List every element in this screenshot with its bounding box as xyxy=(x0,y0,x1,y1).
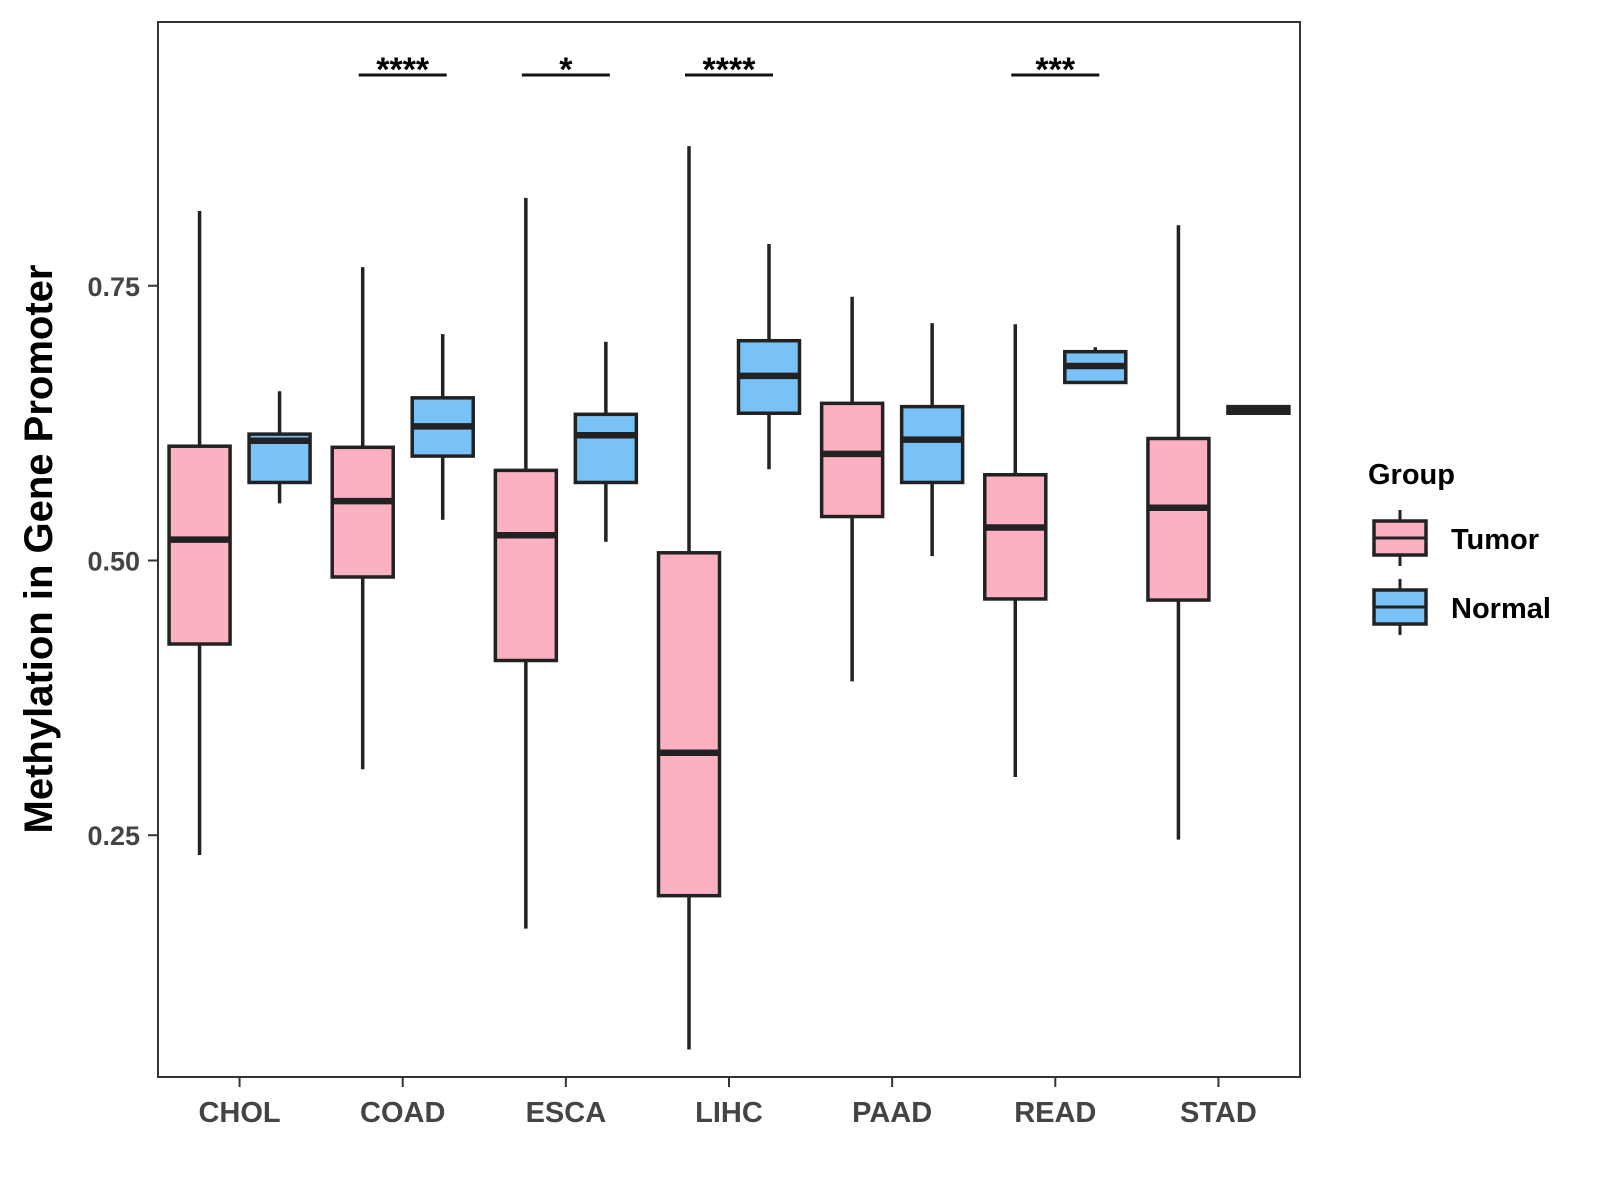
x-tick-label-esca: ESCA xyxy=(526,1097,607,1129)
y-axis-title: Methylation in Gene Promoter xyxy=(17,265,61,834)
tumor-chol-box xyxy=(167,444,232,646)
significance-lihc-label: **** xyxy=(703,51,757,89)
y-tick-label-0: 0.25 xyxy=(87,821,140,851)
x-tick-label-paad: PAAD xyxy=(852,1097,932,1129)
x-tick-label-lihc: LIHC xyxy=(695,1097,763,1129)
y-tick-label-2: 0.75 xyxy=(87,272,140,302)
plot-panel-border xyxy=(157,21,1301,1078)
y-axis: 0.25 0.50 0.75 xyxy=(87,272,158,851)
tumor-stad-box xyxy=(1146,436,1211,602)
legend-tumor-label: Tumor xyxy=(1451,524,1539,556)
normal-paad-box xyxy=(899,404,965,485)
legend-title: Group xyxy=(1368,459,1455,491)
tumor-esca-box xyxy=(493,468,559,663)
normal-esca-box xyxy=(573,412,639,485)
x-tick-label-chol: CHOL xyxy=(198,1097,280,1129)
x-tick-label-coad: COAD xyxy=(360,1097,445,1129)
x-axis: CHOL COAD ESCA LIHC PAAD READ STAD xyxy=(198,1077,1257,1129)
tumor-lihc-box xyxy=(656,551,722,898)
legend-normal-label: Normal xyxy=(1451,593,1551,625)
x-tick-label-stad: STAD xyxy=(1180,1097,1257,1129)
significance-read-label: *** xyxy=(1035,51,1075,89)
box-marks xyxy=(167,146,1291,1050)
tumor-read-box xyxy=(983,473,1048,601)
legend: Group Tumor Normal xyxy=(1368,459,1551,635)
significance-annotations: **** * **** *** xyxy=(358,51,1100,89)
significance-esca-label: * xyxy=(559,51,573,89)
x-tick-label-read: READ xyxy=(1014,1097,1096,1129)
y-tick-label-1: 0.50 xyxy=(87,546,140,576)
tumor-coad-box xyxy=(330,445,395,579)
tumor-paad-box xyxy=(819,401,885,519)
significance-coad-label: **** xyxy=(376,51,430,89)
